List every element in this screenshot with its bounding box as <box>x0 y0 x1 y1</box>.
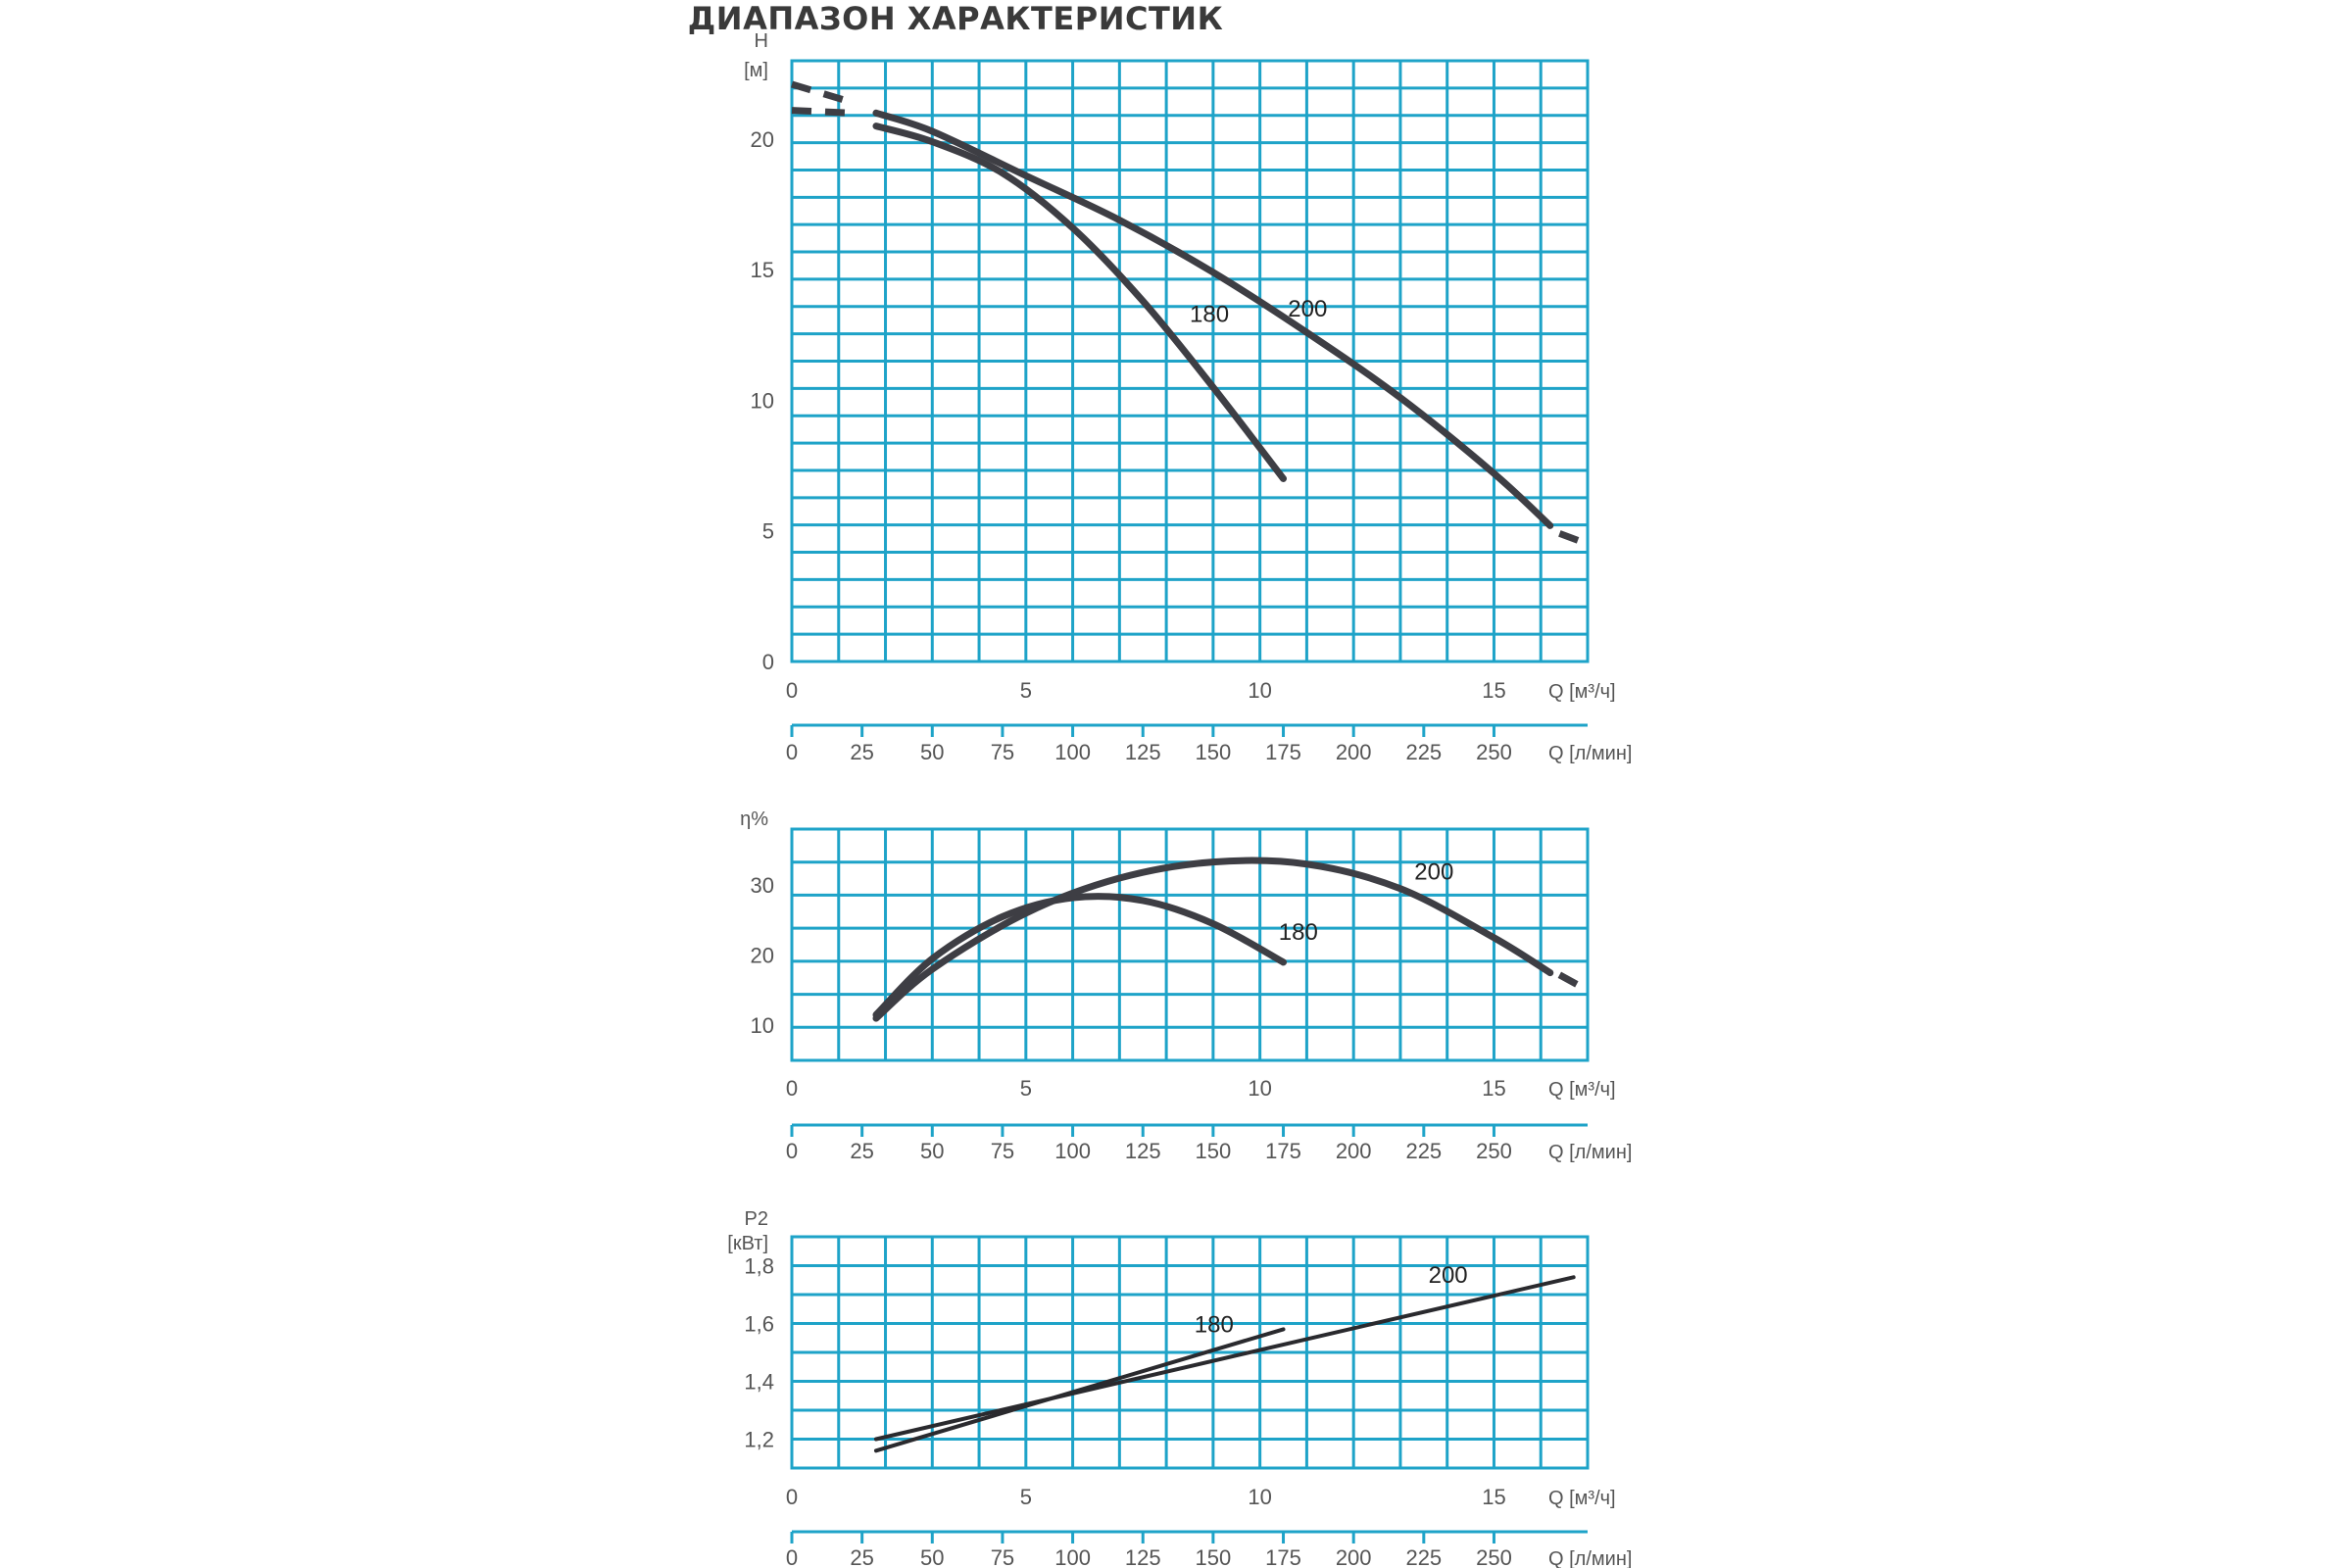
secondary-x-tick-label: 250 <box>1476 1139 1512 1163</box>
x-tick-label: 5 <box>1020 678 1032 703</box>
secondary-x-tick-label: 25 <box>850 1139 873 1163</box>
secondary-x-tick-label: 75 <box>991 740 1014 764</box>
x-tick-label: 10 <box>1248 678 1271 703</box>
series-dashed-end-200 <box>1558 530 1590 548</box>
y-tick-label: 1,2 <box>744 1428 774 1452</box>
series-dashed-start-180 <box>791 107 854 117</box>
plot-frame <box>790 59 1590 663</box>
secondary-x-tick-label: 175 <box>1265 740 1301 764</box>
series-dashed-start-200 <box>790 80 855 106</box>
secondary-x-tick-label: 100 <box>1054 1545 1091 1568</box>
secondary-x-tick-label: 125 <box>1125 1139 1161 1163</box>
y-tick-label: 15 <box>751 258 774 282</box>
y-axis-label: [кВт] <box>727 1233 768 1254</box>
x-axis-label: Q [м³/ч] <box>1548 681 1616 703</box>
y-tick-label: 10 <box>751 388 774 413</box>
secondary-x-tick-label: 75 <box>991 1545 1014 1568</box>
y-axis-label: [м] <box>744 60 768 81</box>
secondary-x-tick-label: 200 <box>1336 740 1372 764</box>
series-label: 200 <box>1429 1262 1468 1289</box>
series-line-180 <box>872 122 1288 482</box>
secondary-x-axis-label: Q [л/мин] <box>1548 1142 1632 1163</box>
y-axis-label: η% <box>740 808 768 830</box>
plot-frame <box>790 1235 1590 1470</box>
secondary-x-tick-label: 0 <box>786 1545 798 1568</box>
series-line-200 <box>872 857 1554 1022</box>
y-tick-label: 1,8 <box>744 1254 774 1279</box>
series-label: 180 <box>1190 302 1229 328</box>
secondary-x-tick-label: 50 <box>920 1545 944 1568</box>
secondary-x-tick-label: 75 <box>991 1139 1014 1163</box>
secondary-x-tick-label: 25 <box>850 1545 873 1568</box>
y-tick-label: 30 <box>751 873 774 898</box>
y-tick-label: 20 <box>751 127 774 152</box>
x-tick-label: 5 <box>1020 1485 1032 1509</box>
secondary-x-tick-label: 100 <box>1054 740 1091 764</box>
head-chart: 0 5 10 15 20 H [м] 0 5 10 15 Q [м³/ч] 0 25 50 75 100 125 1… <box>744 30 1632 764</box>
series-label: 180 <box>1279 919 1318 946</box>
y-tick-label: 1,6 <box>744 1312 774 1337</box>
secondary-x-tick-label: 100 <box>1054 1139 1091 1163</box>
plot-frame <box>790 827 1590 1062</box>
series-line-180 <box>872 893 1288 1019</box>
secondary-x-tick-label: 50 <box>920 1139 944 1163</box>
series-line-200 <box>873 1275 1576 1442</box>
x-tick-label: 10 <box>1248 1076 1271 1101</box>
secondary-x-tick-label: 0 <box>786 1139 798 1163</box>
secondary-x-tick-label: 225 <box>1405 1139 1442 1163</box>
power-chart: 1,2 1,4 1,6 1,8 P2 [кВт] 0 5 10 15 Q [м³/ч] 0 25 50 75… <box>727 1208 1632 1568</box>
grid <box>790 59 1590 663</box>
y-tick-label: 5 <box>762 519 774 544</box>
x-axis-label: Q [м³/ч] <box>1548 1488 1616 1509</box>
secondary-x-tick-label: 225 <box>1405 740 1442 764</box>
x-tick-label: 0 <box>786 1485 798 1509</box>
x-tick-label: 10 <box>1248 1485 1271 1509</box>
series-label: 180 <box>1195 1311 1234 1338</box>
secondary-x-axis-label: Q [л/мин] <box>1548 1548 1632 1568</box>
chart-title: ДИАПАЗОН ХАРАКТЕРИСТИК <box>687 0 1224 37</box>
series-dashed-end-200 <box>1557 971 1590 994</box>
x-tick-label: 0 <box>786 678 798 703</box>
grid <box>790 1235 1590 1470</box>
secondary-x-tick-label: 150 <box>1196 1545 1232 1568</box>
secondary-x-tick-label: 25 <box>850 740 873 764</box>
x-tick-label: 15 <box>1482 1076 1505 1101</box>
secondary-x-tick-label: 125 <box>1125 740 1161 764</box>
secondary-x-axis-label: Q [л/мин] <box>1548 743 1632 764</box>
secondary-x-tick-label: 125 <box>1125 1545 1161 1568</box>
y-axis-label: H <box>755 30 768 52</box>
y-tick-label: 0 <box>762 650 774 674</box>
secondary-x-tick-label: 175 <box>1265 1139 1301 1163</box>
secondary-x-tick-label: 150 <box>1196 1139 1232 1163</box>
secondary-x-tick-label: 250 <box>1476 740 1512 764</box>
x-tick-label: 0 <box>786 1076 798 1101</box>
series-label: 200 <box>1414 858 1453 885</box>
series-line-200 <box>872 109 1554 529</box>
secondary-x-tick-label: 200 <box>1336 1139 1372 1163</box>
y-tick-label: 10 <box>751 1013 774 1038</box>
secondary-x-tick-label: 0 <box>786 740 798 764</box>
series-label: 200 <box>1288 296 1327 322</box>
x-tick-label: 5 <box>1020 1076 1032 1101</box>
secondary-x-tick-label: 50 <box>920 740 944 764</box>
x-tick-label: 15 <box>1482 678 1505 703</box>
secondary-x-tick-label: 250 <box>1476 1545 1512 1568</box>
y-axis-label: P2 <box>745 1208 768 1230</box>
secondary-x-tick-label: 175 <box>1265 1545 1301 1568</box>
x-axis-label: Q [м³/ч] <box>1548 1079 1616 1101</box>
y-tick-label: 20 <box>751 944 774 968</box>
efficiency-chart: 10 20 30 η% 0 5 10 15 Q [м³/ч] 0 25 50 75 100 125 150 17… <box>740 808 1632 1163</box>
x-tick-label: 15 <box>1482 1485 1505 1509</box>
secondary-x-tick-label: 150 <box>1196 740 1232 764</box>
secondary-x-tick-label: 225 <box>1405 1545 1442 1568</box>
secondary-x-tick-label: 200 <box>1336 1545 1372 1568</box>
y-tick-label: 1,4 <box>744 1370 774 1395</box>
